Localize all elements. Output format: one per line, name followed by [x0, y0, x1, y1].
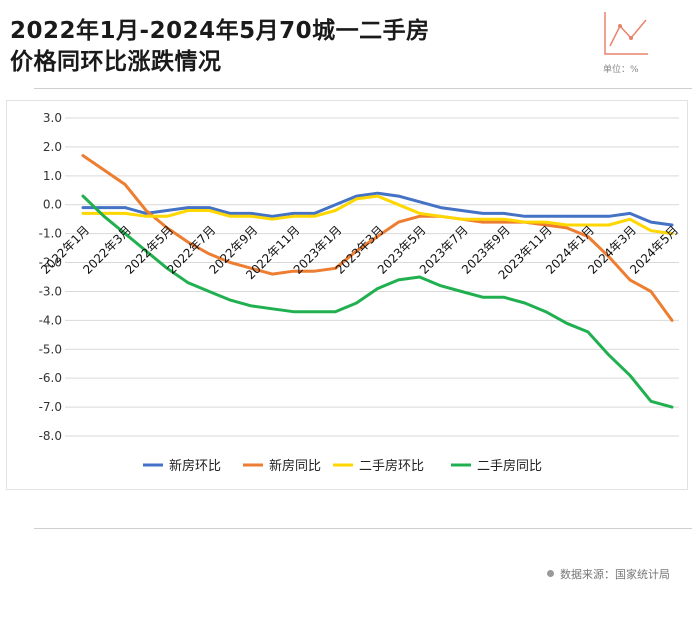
line-chart: 3.0 2.0 1.0 0.0 -1.0 -2.0 -3.0 -4.0 -5.0 -6.0 -7.0… [38, 111, 681, 474]
y-tick-label: -2.0 [39, 256, 62, 270]
y-tick-label: -5.0 [39, 342, 62, 356]
y-tick-label: 0.0 [43, 198, 62, 212]
legend-label: 二手房环比 [359, 458, 424, 474]
y-tick-label: -6.0 [39, 371, 62, 385]
y-tick-label: -1.0 [39, 227, 62, 241]
header-divider [34, 88, 692, 89]
chart-area: 3.0 2.0 1.0 0.0 -1.0 -2.0 -3.0 -4.0 -5.0 -6.0 -7.0… [6, 100, 688, 490]
y-tick-label: -3.0 [39, 284, 62, 298]
y-tick-label: -4.0 [39, 313, 62, 327]
y-tick-label: 1.0 [43, 169, 62, 183]
y-tick-label: -8.0 [39, 429, 62, 443]
legend-label: 二手房同比 [477, 458, 542, 474]
series-line-1 [81, 191, 674, 227]
series-line-2 [81, 154, 674, 322]
chart-title: 2022年1月-2024年5月70城一二手房 价格同环比涨跌情况 [10, 16, 430, 78]
legend-label: 新房同比 [269, 458, 321, 474]
data-source: 数据来源：国家统计局 [547, 566, 670, 582]
chart-title-line1: 2022年1月-2024年5月70城一二手房 [10, 18, 430, 44]
chart-title-line2: 价格同环比涨跌情况 [10, 49, 222, 75]
series-line-4 [81, 194, 674, 409]
legend-label: 新房环比 [169, 458, 221, 474]
y-tick-label: 2.0 [43, 140, 62, 154]
y-tick-label: 3.0 [43, 111, 62, 125]
line-chart-icon [604, 12, 648, 55]
y-tick-label: -7.0 [39, 400, 62, 414]
series-line-3 [81, 194, 674, 236]
unit-label: 单位：% [603, 65, 639, 75]
bullet-icon [547, 570, 554, 577]
data-source-text: 数据来源：国家统计局 [560, 568, 670, 581]
footer-divider [34, 528, 692, 529]
